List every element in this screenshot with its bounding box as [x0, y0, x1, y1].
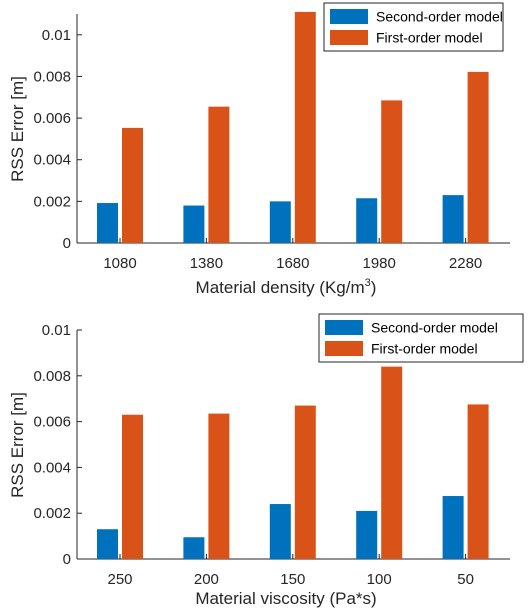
y-ticks: 0 0.002 0.004 0.006 0.008 0.01 [33, 27, 82, 252]
x-axis-label-main: Material density (Kg/m [196, 278, 365, 297]
x-tick-label: 150 [280, 571, 305, 588]
y-tick-label: 0.01 [42, 322, 71, 339]
x-ticks: 250 200 150 100 50 [107, 554, 474, 588]
y-ticks: 0 0.002 0.004 0.006 0.008 0.01 [33, 322, 82, 568]
y-tick-label: 0.01 [42, 27, 71, 44]
x-tick-label: 250 [107, 571, 132, 588]
x-tick-label: 100 [367, 571, 392, 588]
bar-series-1-2280 [442, 195, 464, 243]
y-tick-label: 0 [63, 235, 71, 252]
y-tick-label: 0.002 [33, 505, 71, 522]
legend-label-series-2: First-order model [376, 30, 483, 46]
chart-density: 0 0.002 0.004 0.006 0.008 0.01 1080 1380 1680 19… [8, 2, 510, 297]
x-axis-label: Material viscosity (Pa*s) [195, 589, 376, 608]
x-axis-label: Material density (Kg/m3) [196, 277, 377, 297]
y-tick-label: 0.004 [33, 459, 71, 476]
bar-series-2-200 [208, 413, 230, 559]
y-axis-label: RSS Error [m] [8, 392, 27, 498]
bar-series-1-100 [356, 510, 378, 559]
chart-viscosity: 0 0.002 0.004 0.006 0.008 0.01 250 200 150 100 50… [8, 313, 524, 608]
bar-series-2-2280 [467, 71, 489, 243]
x-axis-label-close: ) [371, 278, 377, 297]
bar-series-1-1080 [97, 203, 118, 243]
bar-series-1-1980 [356, 198, 378, 243]
legend-swatch-series-1 [330, 9, 368, 24]
x-tick-label: 200 [194, 571, 219, 588]
bar-series-2-1080 [122, 127, 143, 243]
bars [97, 11, 489, 244]
y-tick-label: 0.008 [33, 368, 71, 385]
x-tick-label: 1980 [363, 255, 396, 272]
x-tick-label: 2280 [449, 255, 482, 272]
y-tick-label: 0.002 [33, 193, 71, 210]
legend-label-series-1: Second-order model [371, 320, 498, 336]
legend-swatch-series-1 [325, 320, 363, 335]
bar-series-2-150 [294, 405, 316, 559]
x-tick-label: 1080 [103, 255, 136, 272]
bar-series-2-50 [467, 404, 489, 559]
bar-series-2-1980 [381, 100, 403, 244]
x-tick-label: 1680 [276, 255, 309, 272]
x-ticks: 1080 1380 1680 1980 2280 [103, 238, 482, 272]
y-tick-label: 0.008 [33, 68, 71, 85]
legend-swatch-series-2 [330, 30, 368, 45]
bar-series-1-250 [97, 529, 118, 559]
y-tick-label: 0.006 [33, 110, 71, 127]
legend-label-series-1: Second-order model [376, 9, 503, 25]
bar-series-2-1380 [208, 106, 230, 244]
y-tick-label: 0.004 [33, 152, 71, 169]
bar-series-2-100 [381, 366, 403, 559]
bar-series-2-1680 [294, 11, 316, 243]
bar-series-1-200 [183, 537, 205, 559]
bar-series-2-250 [122, 414, 143, 559]
y-tick-label: 0.006 [33, 414, 71, 431]
bars [97, 366, 489, 559]
legend-label-series-2: First-order model [371, 341, 478, 357]
y-tick-label: 0 [63, 551, 71, 568]
legend-swatch-series-2 [325, 341, 363, 356]
y-axis-label: RSS Error [m] [8, 76, 27, 182]
bar-series-1-1680 [269, 201, 291, 243]
legend: Second-order model First-order model [318, 313, 524, 363]
x-tick-label: 50 [457, 571, 474, 588]
bar-series-1-50 [442, 496, 464, 559]
bar-series-1-1380 [183, 205, 205, 243]
x-tick-label: 1380 [190, 255, 223, 272]
x-axis-label-superscript: 3 [365, 277, 371, 289]
bar-series-1-150 [269, 504, 291, 559]
legend: Second-order model First-order model [323, 2, 504, 52]
